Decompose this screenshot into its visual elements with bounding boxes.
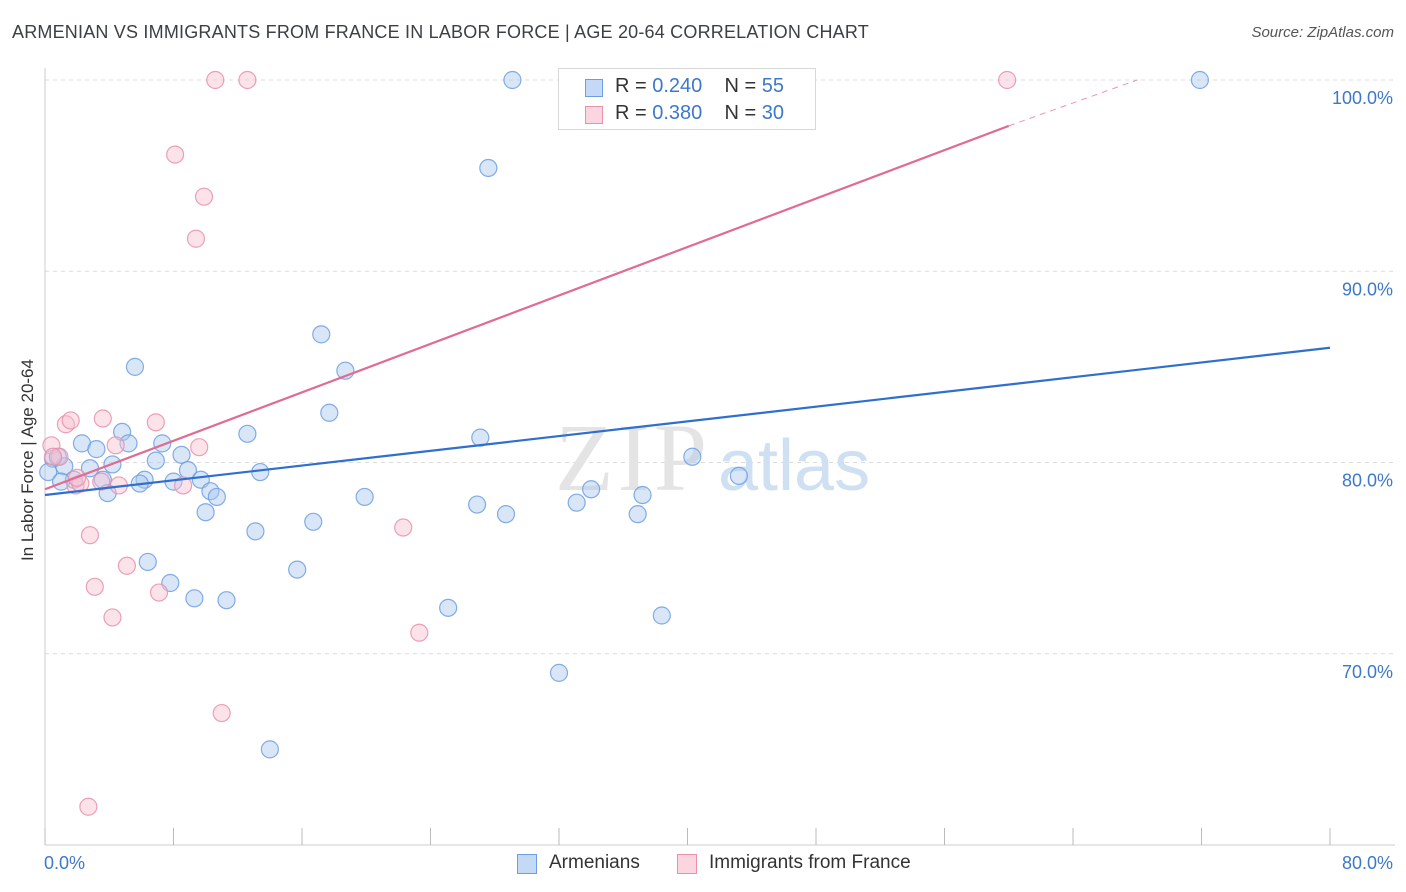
armenians-point <box>729 466 749 485</box>
armenians-point <box>479 158 498 178</box>
y-tick-label: 90.0% <box>1342 279 1393 299</box>
france-point <box>190 438 209 457</box>
source-credit: Source: ZipAtlas.com <box>1251 24 1394 41</box>
armenians-point <box>549 663 569 682</box>
france-point <box>43 447 63 466</box>
france-point <box>394 518 413 537</box>
france-point <box>117 556 137 575</box>
armenians-point <box>439 598 458 617</box>
grid-layer <box>45 79 1395 655</box>
x-tick-label-max: 80.0% <box>1342 853 1393 873</box>
france-point <box>103 608 122 627</box>
france-point <box>998 70 1017 90</box>
armenians-point <box>467 495 487 514</box>
france-swatch <box>585 106 603 124</box>
france-point <box>106 436 125 455</box>
armenians-point <box>628 505 647 524</box>
france-trendline <box>44 124 1010 491</box>
france-point <box>149 583 169 602</box>
france-point <box>79 797 98 816</box>
france-point <box>194 187 214 206</box>
france-point <box>166 145 185 164</box>
armenians-point <box>683 447 702 466</box>
y-tick-label: 80.0% <box>1342 471 1393 491</box>
armenians-point <box>320 403 339 422</box>
france-point <box>80 526 100 545</box>
armenians-trendline <box>44 346 1331 497</box>
armenians-point <box>87 440 106 459</box>
watermark-atlas: atlas <box>718 426 870 506</box>
stats-legend: R = 0.240 N = 55 R = 0.380 N = 30 <box>558 68 816 130</box>
armenians-point <box>312 325 331 344</box>
france-point <box>61 411 80 430</box>
y-tick-label: 70.0% <box>1342 662 1393 682</box>
armenians-point <box>355 487 374 507</box>
legend-label-france: Immigrants from France <box>709 852 911 873</box>
armenians-point <box>146 451 165 470</box>
armenians-point <box>496 505 516 524</box>
france-point <box>410 623 429 642</box>
axis-layer: 70.0% 80.0% 90.0% 100.0% 0.0% 80.0% <box>44 68 1395 873</box>
y-tick-label: 100.0% <box>1332 88 1393 108</box>
x-tick-label-min: 0.0% <box>44 853 85 873</box>
watermark: ZIP atlas <box>555 404 870 511</box>
armenians-point <box>172 445 191 464</box>
armenians-point <box>503 70 522 90</box>
legend-swatch-france <box>677 854 697 874</box>
armenians-point <box>260 740 279 759</box>
armenians-point <box>125 357 145 376</box>
france-point <box>186 229 206 248</box>
armenians-point <box>288 560 307 579</box>
armenians-point <box>246 522 265 541</box>
points-layer <box>39 70 1209 816</box>
armenians-point <box>633 485 652 505</box>
france-point <box>174 476 193 495</box>
series-legend: Armenians Immigrants from France <box>0 852 1406 878</box>
france-r-value: 0.380 <box>652 102 703 124</box>
armenians-r-value: 0.240 <box>652 75 703 97</box>
armenians-point <box>138 552 157 572</box>
france-point <box>85 577 104 596</box>
armenians-point <box>185 589 204 608</box>
y-axis-label: In Labor Force | Age 20-64 <box>18 359 37 561</box>
chart-title: ARMENIAN VS IMMIGRANTS FROM FRANCE IN LA… <box>12 22 869 42</box>
armenians-point <box>567 493 586 512</box>
armenians-point <box>238 424 257 443</box>
france-point <box>92 472 111 491</box>
armenians-point <box>1190 70 1209 90</box>
legend-swatch-armenians <box>517 854 537 874</box>
legend-label-armenians: Armenians <box>549 852 640 873</box>
armenians-point <box>217 591 236 610</box>
armenians-point <box>582 480 601 499</box>
france-point <box>146 413 165 432</box>
france-point <box>212 703 231 723</box>
armenians-point <box>196 503 215 522</box>
armenians-swatch <box>585 79 603 97</box>
france-point <box>50 447 69 466</box>
trend-layer <box>44 79 1331 497</box>
france-trendline-extension <box>1008 79 1138 127</box>
france-point <box>238 70 257 90</box>
france-point <box>206 70 225 90</box>
armenians-point <box>207 487 226 507</box>
armenians-point <box>652 606 671 625</box>
france-point <box>93 409 112 428</box>
france-n-value: 30 <box>761 102 785 124</box>
armenians-point <box>304 512 323 531</box>
armenians-n-value: 55 <box>761 75 785 97</box>
